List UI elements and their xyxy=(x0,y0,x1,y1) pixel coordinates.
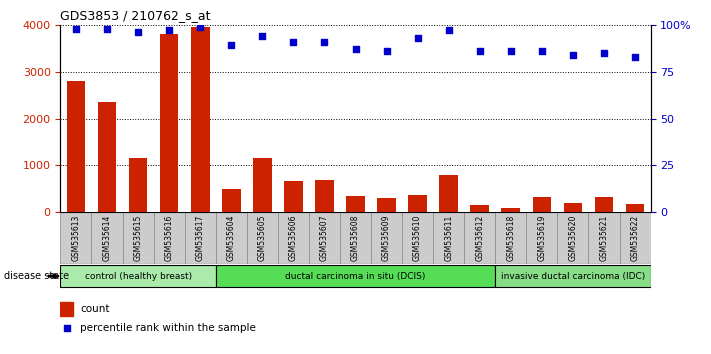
Point xyxy=(102,26,113,32)
Text: GSM535604: GSM535604 xyxy=(227,215,236,261)
Bar xyxy=(439,175,458,212)
Bar xyxy=(378,198,396,212)
Point xyxy=(225,42,237,48)
Bar xyxy=(284,181,303,212)
Text: GSM535621: GSM535621 xyxy=(599,215,609,261)
Bar xyxy=(60,265,215,287)
Text: GSM535614: GSM535614 xyxy=(102,215,112,261)
Bar xyxy=(496,212,526,264)
Bar xyxy=(160,34,178,212)
Point xyxy=(598,50,609,56)
Bar xyxy=(60,302,73,316)
Point xyxy=(629,54,641,59)
Text: GSM535622: GSM535622 xyxy=(631,215,639,261)
Text: GSM535609: GSM535609 xyxy=(382,215,391,261)
Bar xyxy=(278,212,309,264)
Text: GSM535607: GSM535607 xyxy=(320,215,329,261)
Bar xyxy=(464,212,496,264)
Bar xyxy=(557,212,589,264)
Bar xyxy=(402,212,433,264)
Bar xyxy=(408,195,427,212)
Point xyxy=(132,29,144,35)
Bar xyxy=(594,198,614,212)
Text: GSM535605: GSM535605 xyxy=(258,215,267,261)
Text: GSM535616: GSM535616 xyxy=(165,215,173,261)
Point xyxy=(474,48,486,54)
Bar xyxy=(564,204,582,212)
Bar xyxy=(371,212,402,264)
Bar xyxy=(501,208,520,212)
Bar xyxy=(496,265,651,287)
Text: count: count xyxy=(80,304,109,314)
Text: invasive ductal carcinoma (IDC): invasive ductal carcinoma (IDC) xyxy=(501,272,645,281)
Bar xyxy=(129,158,147,212)
Text: GSM535608: GSM535608 xyxy=(351,215,360,261)
Text: GSM535606: GSM535606 xyxy=(289,215,298,261)
Point xyxy=(195,24,206,29)
Point xyxy=(567,52,579,58)
Text: disease state: disease state xyxy=(4,271,69,281)
Bar xyxy=(619,212,651,264)
Bar xyxy=(191,27,210,212)
Point xyxy=(505,48,516,54)
Text: GSM535615: GSM535615 xyxy=(134,215,143,261)
Bar xyxy=(97,102,117,212)
Bar xyxy=(215,265,496,287)
Point xyxy=(443,28,454,33)
Point xyxy=(257,33,268,39)
Text: GSM535620: GSM535620 xyxy=(568,215,577,261)
Point xyxy=(164,28,175,33)
Bar xyxy=(222,189,240,212)
Text: GDS3853 / 210762_s_at: GDS3853 / 210762_s_at xyxy=(60,9,211,22)
Text: GSM535610: GSM535610 xyxy=(413,215,422,261)
Text: GSM535617: GSM535617 xyxy=(196,215,205,261)
Bar xyxy=(67,81,85,212)
Bar xyxy=(247,212,278,264)
Point xyxy=(381,48,392,54)
Point xyxy=(319,39,330,45)
Bar xyxy=(309,212,340,264)
Bar xyxy=(122,212,154,264)
Bar xyxy=(526,212,557,264)
Bar xyxy=(346,196,365,212)
Text: GSM535619: GSM535619 xyxy=(538,215,546,261)
Bar xyxy=(533,198,551,212)
Text: GSM535612: GSM535612 xyxy=(475,215,484,261)
Bar xyxy=(253,158,272,212)
Text: ductal carcinoma in situ (DCIS): ductal carcinoma in situ (DCIS) xyxy=(285,272,426,281)
Point xyxy=(412,35,423,41)
Bar xyxy=(471,205,489,212)
Bar xyxy=(154,212,185,264)
Bar xyxy=(60,212,92,264)
Bar xyxy=(185,212,215,264)
Point xyxy=(70,26,82,32)
Bar xyxy=(340,212,371,264)
Point xyxy=(350,46,361,52)
Point xyxy=(61,325,73,331)
Text: GSM535611: GSM535611 xyxy=(444,215,453,261)
Text: GSM535613: GSM535613 xyxy=(72,215,80,261)
Bar xyxy=(92,212,122,264)
Point xyxy=(536,48,547,54)
Bar xyxy=(626,204,644,212)
Bar xyxy=(215,212,247,264)
Bar xyxy=(589,212,619,264)
Text: percentile rank within the sample: percentile rank within the sample xyxy=(80,323,256,333)
Bar xyxy=(433,212,464,264)
Point xyxy=(288,39,299,45)
Text: control (healthy breast): control (healthy breast) xyxy=(85,272,192,281)
Text: GSM535618: GSM535618 xyxy=(506,215,515,261)
Bar xyxy=(315,179,333,212)
